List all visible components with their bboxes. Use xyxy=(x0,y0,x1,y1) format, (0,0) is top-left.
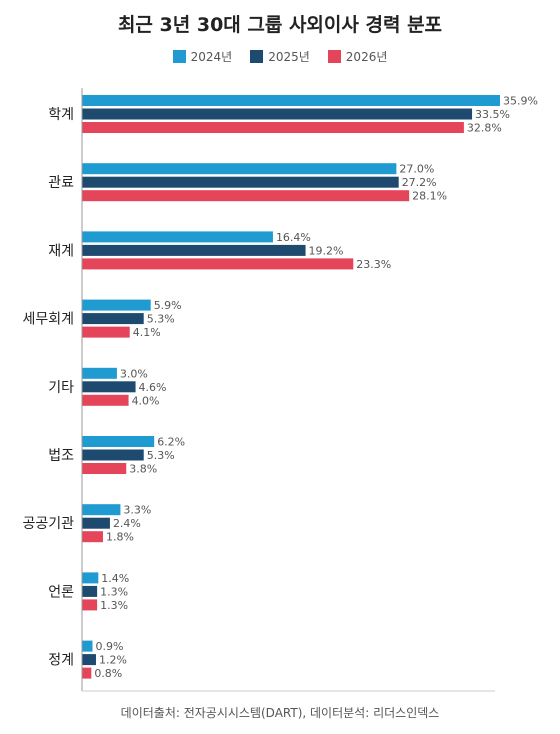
bar xyxy=(82,367,117,379)
category-label: 기타 xyxy=(48,380,74,396)
bar xyxy=(82,313,144,325)
legend-label-2024: 2024년 xyxy=(190,50,233,64)
legend-item-2025: 2025년 xyxy=(250,48,310,65)
bar xyxy=(82,504,121,516)
data-label: 0.9% xyxy=(95,640,123,653)
legend-item-2026: 2026년 xyxy=(327,48,388,65)
bar xyxy=(82,667,92,679)
category-label: 관료 xyxy=(48,175,74,191)
data-label: 3.0% xyxy=(120,367,148,380)
bar xyxy=(82,163,397,175)
category-label: 법조 xyxy=(48,448,74,464)
legend-item-2024: 2024년 xyxy=(172,48,233,65)
data-label: 1.4% xyxy=(101,572,129,585)
bar xyxy=(82,95,500,106)
bar xyxy=(82,640,93,652)
data-label: 23.3% xyxy=(356,258,391,271)
category-label: 공공기관 xyxy=(22,516,74,532)
data-label: 5.3% xyxy=(147,449,175,462)
bar xyxy=(82,108,473,120)
data-source-note: 데이터출처: 전자공시시스템(DART), 데이터분석: 리더스인덱스 xyxy=(120,706,440,720)
data-label: 0.8% xyxy=(94,667,122,680)
bar xyxy=(82,463,127,474)
data-label: 1.3% xyxy=(100,585,128,598)
category-label: 언론 xyxy=(48,584,74,600)
bar xyxy=(82,299,151,311)
data-label: 28.1% xyxy=(412,190,447,203)
bar xyxy=(82,231,273,243)
data-label: 32.8% xyxy=(467,122,502,135)
data-label: 27.2% xyxy=(402,176,437,189)
bar xyxy=(82,122,464,133)
bar xyxy=(82,258,354,270)
data-label: 1.2% xyxy=(99,654,127,667)
legend-swatch-2024 xyxy=(172,50,186,63)
category-label: 재계 xyxy=(48,243,74,259)
legend-label-2026: 2026년 xyxy=(345,50,388,64)
bar xyxy=(82,654,96,666)
legend: 2024년 2025년 2026년 xyxy=(0,48,560,65)
data-label: 5.9% xyxy=(154,299,182,312)
data-label: 4.0% xyxy=(132,394,160,407)
category-label: 정계 xyxy=(48,653,74,669)
data-label: 16.4% xyxy=(276,231,311,244)
bar xyxy=(82,394,129,406)
chart-title: 최근 3년 30대 그룹 사외이사 경력 분포 xyxy=(117,14,443,36)
data-label: 27.0% xyxy=(399,163,434,176)
bar xyxy=(82,449,144,461)
bar xyxy=(82,585,98,597)
data-label: 3.8% xyxy=(129,463,157,476)
legend-swatch-2025 xyxy=(250,50,264,63)
category-label: 세무회계 xyxy=(22,312,74,328)
bar xyxy=(82,381,136,393)
data-label: 35.9% xyxy=(503,95,538,108)
data-label: 3.3% xyxy=(123,504,151,517)
bar xyxy=(82,572,99,584)
data-label: 2.4% xyxy=(113,517,141,530)
bar xyxy=(82,326,130,338)
category-label: 학계 xyxy=(48,107,74,123)
legend-label-2025: 2025년 xyxy=(268,50,310,64)
data-label: 4.6% xyxy=(139,381,167,394)
data-label: 19.2% xyxy=(309,244,344,257)
data-label: 1.8% xyxy=(106,531,134,544)
bar xyxy=(82,517,110,529)
data-label: 33.5% xyxy=(475,108,510,121)
data-label: 5.3% xyxy=(147,313,175,326)
bar xyxy=(82,436,155,447)
data-label: 6.2% xyxy=(157,436,185,449)
bar xyxy=(82,531,103,543)
data-label: 1.3% xyxy=(100,599,128,612)
bar xyxy=(82,599,98,611)
data-label: 4.1% xyxy=(133,326,161,339)
bar xyxy=(82,176,399,188)
bar xyxy=(82,244,306,256)
legend-swatch-2026 xyxy=(327,50,341,63)
bar xyxy=(82,190,410,202)
